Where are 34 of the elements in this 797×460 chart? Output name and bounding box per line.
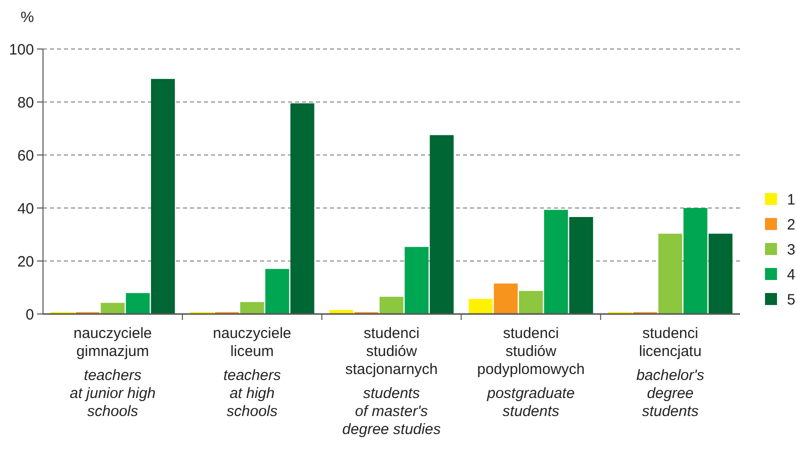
bar (569, 217, 594, 314)
y-tick-label: 20 (17, 253, 34, 270)
y-tick-label: 100 (8, 41, 34, 58)
bar (290, 103, 314, 314)
legend-label: 1 (787, 191, 796, 208)
y-axis-title: % (20, 9, 34, 26)
x-tick-label: nauczyciele liceum teachers at high schools (212, 325, 292, 420)
bar (544, 210, 568, 314)
y-tick-label: 40 (17, 200, 34, 218)
legend-label: 5 (787, 291, 796, 308)
bar (265, 268, 290, 314)
x-tick-label: studenci studiów stacjonarnych students of master's degree studies (342, 325, 442, 438)
y-tick-label: 60 (17, 147, 34, 164)
bar (494, 284, 518, 314)
bar (100, 302, 125, 314)
bar (518, 290, 543, 314)
legend-label: 2 (787, 216, 796, 234)
x-tick-label: studenci studiów podyplomowych postgraduate students (477, 325, 585, 420)
bar (430, 135, 454, 314)
legend-label: 3 (787, 241, 796, 258)
legend-label: 4 (787, 266, 796, 284)
x-tick-label: nauczyciele gimnazjum teachers at junior high schools (70, 325, 156, 420)
bar (404, 246, 429, 314)
bar (151, 78, 175, 314)
bar (468, 298, 493, 314)
bar (708, 234, 732, 314)
bar (658, 234, 682, 314)
y-tick-label: 0 (26, 306, 34, 324)
y-tick-label: 80 (17, 94, 34, 112)
bar (683, 208, 708, 314)
bar (380, 296, 404, 314)
bar (126, 293, 150, 314)
x-tick-label: studenci licencjatu bachelor's degree students (636, 325, 705, 420)
bar (240, 302, 264, 314)
